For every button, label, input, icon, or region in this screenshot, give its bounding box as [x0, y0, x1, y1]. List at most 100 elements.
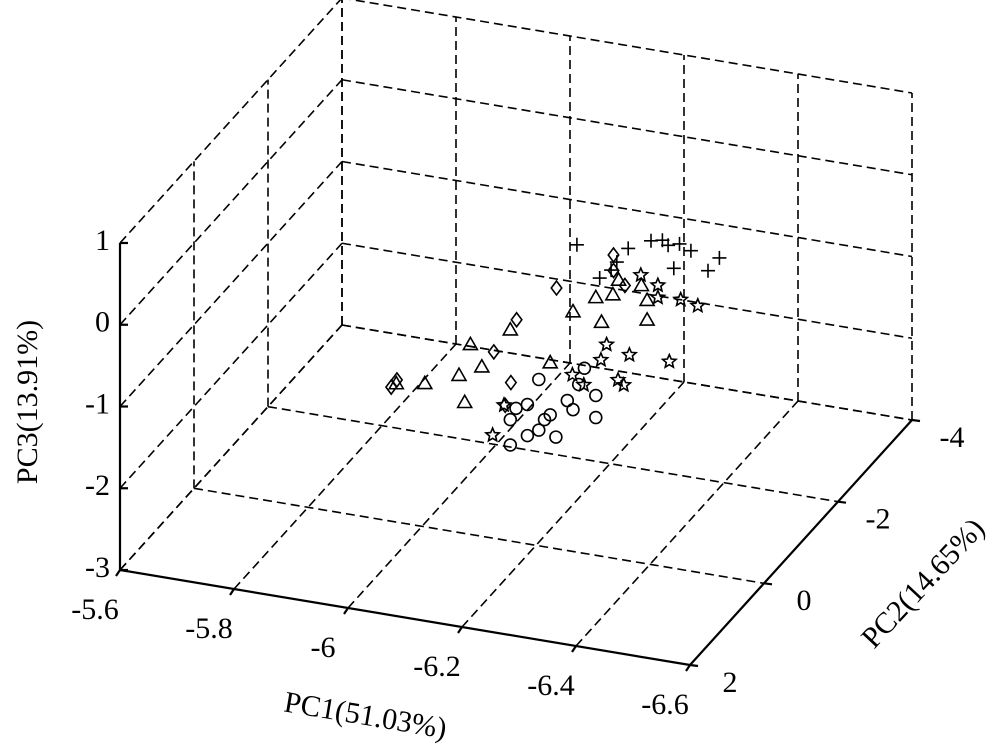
point-circle — [589, 388, 603, 403]
point-circle — [532, 423, 546, 437]
point-star — [660, 352, 679, 369]
point-star — [689, 296, 707, 314]
point-star — [649, 288, 667, 305]
point-triangle — [638, 311, 656, 326]
z-tick-label: -3 — [85, 551, 110, 584]
point-circle — [503, 438, 518, 452]
y-tick-label: -2 — [866, 503, 891, 536]
y-tick — [763, 582, 773, 586]
point-plus — [701, 263, 715, 278]
point-triangle — [462, 335, 479, 351]
grid-line — [341, 324, 913, 421]
grid-line — [341, 160, 913, 258]
point-triangle — [593, 313, 610, 329]
x-tick-label: -6.2 — [413, 650, 461, 683]
grid-line — [575, 400, 799, 647]
x-axis — [119, 568, 691, 667]
z-tick-label: 0 — [95, 306, 110, 339]
y-axis — [689, 419, 913, 666]
grid-line — [193, 487, 765, 585]
point-triangle — [610, 271, 627, 286]
point-diamond — [607, 246, 620, 264]
grid-line — [267, 405, 839, 503]
point-star — [483, 426, 502, 443]
point-circle — [549, 430, 563, 444]
point-plus — [655, 233, 670, 248]
grid-line — [119, 324, 343, 571]
point-circle — [577, 361, 592, 375]
point-plus — [683, 243, 698, 258]
grid-line — [119, 79, 343, 326]
grid-line — [347, 362, 571, 609]
point-circle — [589, 410, 603, 425]
point-diamond — [618, 277, 632, 294]
x-tick — [571, 645, 577, 653]
x-tick — [343, 607, 349, 615]
point-diamond — [390, 371, 404, 389]
axes: -5.6 -5.8 -6 -6.2 -6.4 -6.6 2 0 -2 -4 -3 -2 -1 0 1 — [71, 224, 964, 721]
point-diamond — [487, 343, 501, 361]
point-plus — [712, 250, 727, 265]
point-triangle — [456, 393, 474, 409]
z-tick-label: -1 — [85, 387, 110, 420]
point-circle — [537, 412, 552, 427]
point-triangle — [564, 302, 582, 318]
grid-line — [349, 0, 913, 94]
point-circle — [509, 401, 523, 416]
point-star — [649, 276, 667, 293]
z-tick-label: 1 — [95, 224, 110, 257]
grid-line — [119, 160, 343, 408]
y-tick-label: 2 — [723, 666, 738, 699]
x-tick-label: -6.6 — [641, 688, 689, 721]
point-circle — [520, 397, 535, 412]
point-star — [592, 350, 610, 368]
x-tick — [685, 664, 691, 672]
point-triangle — [473, 358, 491, 373]
point-triangle — [587, 288, 605, 304]
x-tick-label: -5.6 — [71, 593, 119, 626]
points — [384, 233, 727, 452]
point-triangle — [633, 276, 650, 292]
point-triangle — [501, 321, 519, 336]
point-triangle — [604, 285, 622, 301]
point-triangle — [450, 366, 468, 382]
point-triangle — [416, 374, 434, 390]
y-tick-label: -4 — [940, 421, 965, 454]
point-circle — [520, 428, 535, 443]
point-star — [614, 375, 633, 393]
point-diamond — [607, 262, 620, 279]
point-diamond — [498, 396, 512, 414]
point-triangle — [541, 353, 559, 369]
grid-line — [461, 381, 685, 628]
z-axis-title: PC3(13.91%) — [11, 320, 44, 484]
point-star — [563, 365, 582, 383]
z-tick-label: -2 — [85, 469, 110, 502]
point-diamond — [510, 311, 523, 329]
point-circle — [571, 377, 586, 392]
x-axis-title: PC1(51.03%) — [282, 686, 449, 746]
point-plus — [569, 237, 584, 252]
x-tick — [229, 588, 235, 596]
point-triangle — [638, 291, 656, 307]
grid-line — [119, 0, 342, 244]
point-circle — [503, 412, 518, 427]
point-plus — [672, 236, 687, 251]
point-star — [672, 290, 690, 307]
point-star — [620, 345, 639, 363]
point-plus — [621, 241, 636, 256]
y-tick — [837, 500, 847, 504]
point-circle — [560, 393, 575, 408]
x-tick-label: -6.4 — [527, 669, 575, 702]
point-star — [597, 335, 616, 352]
x-tick-label: -5.8 — [185, 612, 233, 645]
x-tick-label: -6 — [311, 631, 336, 664]
point-diamond — [384, 378, 398, 396]
grid-line — [341, 78, 913, 176]
grid-line — [119, 242, 343, 489]
point-circle — [543, 408, 557, 422]
point-circle — [532, 372, 546, 387]
x-tick — [457, 626, 463, 634]
x-tick — [115, 569, 121, 577]
point-plus — [592, 271, 607, 286]
